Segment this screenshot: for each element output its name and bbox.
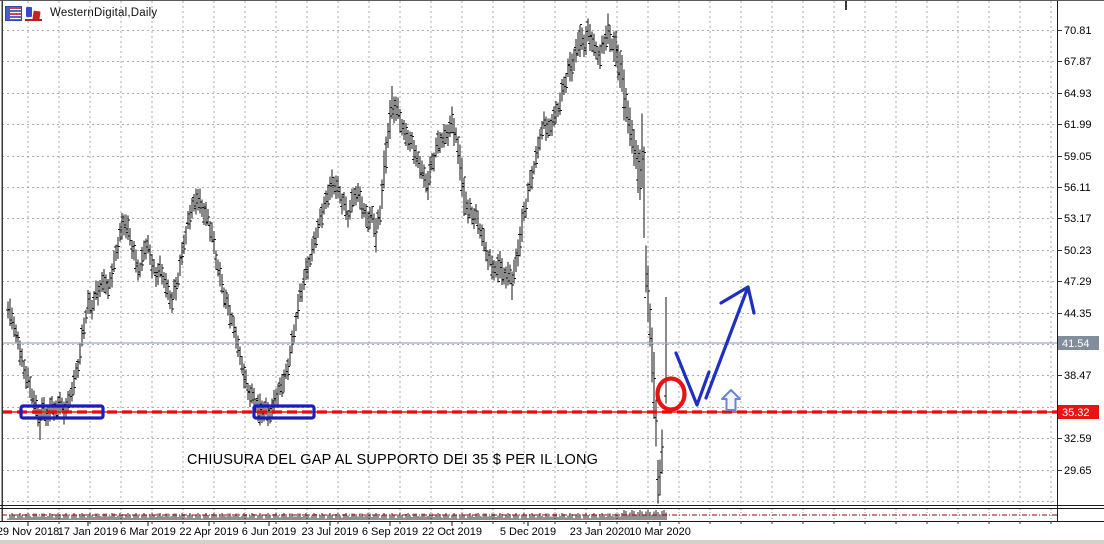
v-reversal-mark[interactable] [674,351,711,407]
price-label: 47.29 [1064,276,1092,288]
support-price-badge-text: 35.32 [1062,407,1090,419]
price-scale[interactable]: 70.81 67.87 64.93 61.99 59.05 56.11 53.17 50.23… [1057,25,1092,477]
annotation-note-text[interactable]: CHIUSURA DEL GAP AL SUPPORTO DEI 35 $ PE… [187,452,599,468]
date-label: 5 Dec 2019 [500,526,556,538]
date-label: 17 Jan 2019 [58,526,119,538]
price-label: 70.81 [1064,25,1092,37]
bar-chart-icon[interactable] [25,6,42,21]
symbol-timeframe-label: WesternDigital,Daily [50,7,158,19]
date-label: 23 Jul 2019 [302,526,359,538]
price-label: 53.17 [1064,213,1092,225]
date-label: 6 Jun 2019 [242,526,296,538]
gap-highlight-circle[interactable] [655,376,687,412]
date-label: 6 Mar 2019 [120,526,176,538]
chart-header: WesternDigital,Daily [5,5,157,21]
price-label: 67.87 [1064,56,1092,68]
current-price-badge: 41.54 [1058,336,1099,350]
price-label: 29.65 [1064,465,1092,477]
report-table-icon[interactable] [5,5,22,21]
price-label: 32.59 [1064,433,1092,445]
grid-lines [2,1,1057,520]
price-label: 44.35 [1064,308,1092,320]
price-label: 61.99 [1064,119,1092,131]
block-up-arrow[interactable] [721,389,741,411]
price-label: 59.05 [1064,151,1092,163]
date-label: 6 Sep 2019 [362,526,418,538]
date-label: 22 Oct 2019 [422,526,482,538]
price-label: 56.11 [1064,182,1091,194]
price-label: 64.93 [1064,88,1092,100]
support-zone-rect-1[interactable] [19,404,105,420]
price-bars [6,13,668,504]
price-label: 50.23 [1064,245,1092,257]
current-price-badge-text: 41.54 [1062,338,1090,350]
price-label: 38.47 [1064,370,1092,382]
trend-up-arrow[interactable] [704,285,756,400]
date-label: 10 Mar 2020 [629,526,691,538]
support-price-badge: 35.32 [1058,405,1099,419]
date-label: 29 Nov 2018 [0,526,59,538]
date-label: 22 Apr 2019 [179,526,238,538]
date-label: 23 Jan 2020 [570,526,631,538]
support-zone-rect-2[interactable] [252,404,316,420]
volume-ticks [7,510,667,520]
